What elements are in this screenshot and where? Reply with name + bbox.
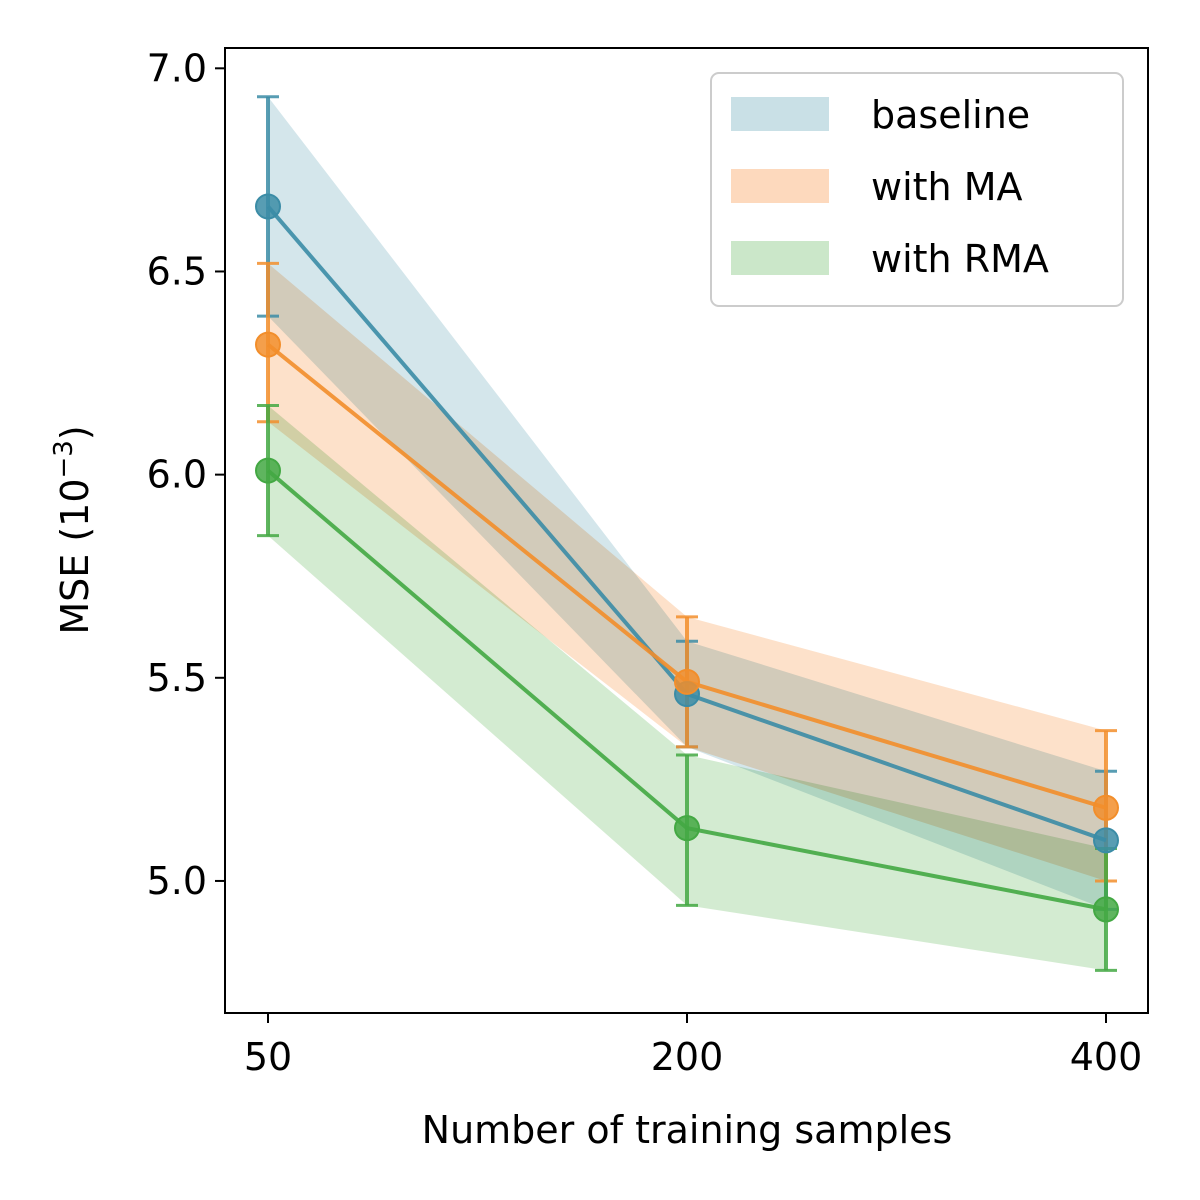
y-axis-label-close: ) xyxy=(53,425,97,440)
legend-swatch-baseline xyxy=(731,97,829,131)
legend: baseline with MA with RMA xyxy=(710,72,1124,307)
band-with-ma xyxy=(268,263,1106,881)
y-tick-label: 5.5 xyxy=(147,656,207,700)
legend-label-with-ma: with MA xyxy=(871,165,1022,209)
point-with-rma-50 xyxy=(255,457,281,484)
x-axis-label: Number of training samples xyxy=(422,1108,953,1152)
legend-label-baseline: baseline xyxy=(871,93,1030,137)
x-axis-ticks: 50 200 400 xyxy=(244,1013,1142,1079)
y-tick-label: 7.0 xyxy=(147,46,207,90)
legend-swatch-with-rma xyxy=(731,241,829,275)
y-tick-label: 6.5 xyxy=(147,249,207,293)
point-with-ma-50 xyxy=(255,331,281,358)
legend-label-with-rma: with RMA xyxy=(871,237,1049,281)
band-with-rma xyxy=(268,405,1106,971)
point-with-ma-400 xyxy=(1093,794,1119,821)
x-tick-label: 50 xyxy=(244,1035,292,1079)
point-with-ma-200 xyxy=(674,668,700,695)
point-with-rma-400 xyxy=(1093,896,1119,923)
point-with-rma-200 xyxy=(674,815,700,842)
y-axis-label: MSE (10−3) xyxy=(49,425,97,634)
point-baseline-50 xyxy=(255,193,281,220)
y-tick-label: 5.0 xyxy=(147,859,207,903)
legend-swatch-with-ma xyxy=(731,169,829,203)
point-baseline-400 xyxy=(1093,827,1119,854)
y-axis-ticks: 5.0 5.5 6.0 6.5 7.0 xyxy=(147,46,225,903)
x-tick-label: 400 xyxy=(1070,1035,1143,1079)
y-tick-label: 6.0 xyxy=(147,453,207,497)
y-axis-label-base: MSE (10 xyxy=(53,478,97,634)
x-tick-label: 200 xyxy=(651,1035,724,1079)
y-axis-label-exponent: −3 xyxy=(49,440,79,478)
series-markers xyxy=(255,193,1119,923)
